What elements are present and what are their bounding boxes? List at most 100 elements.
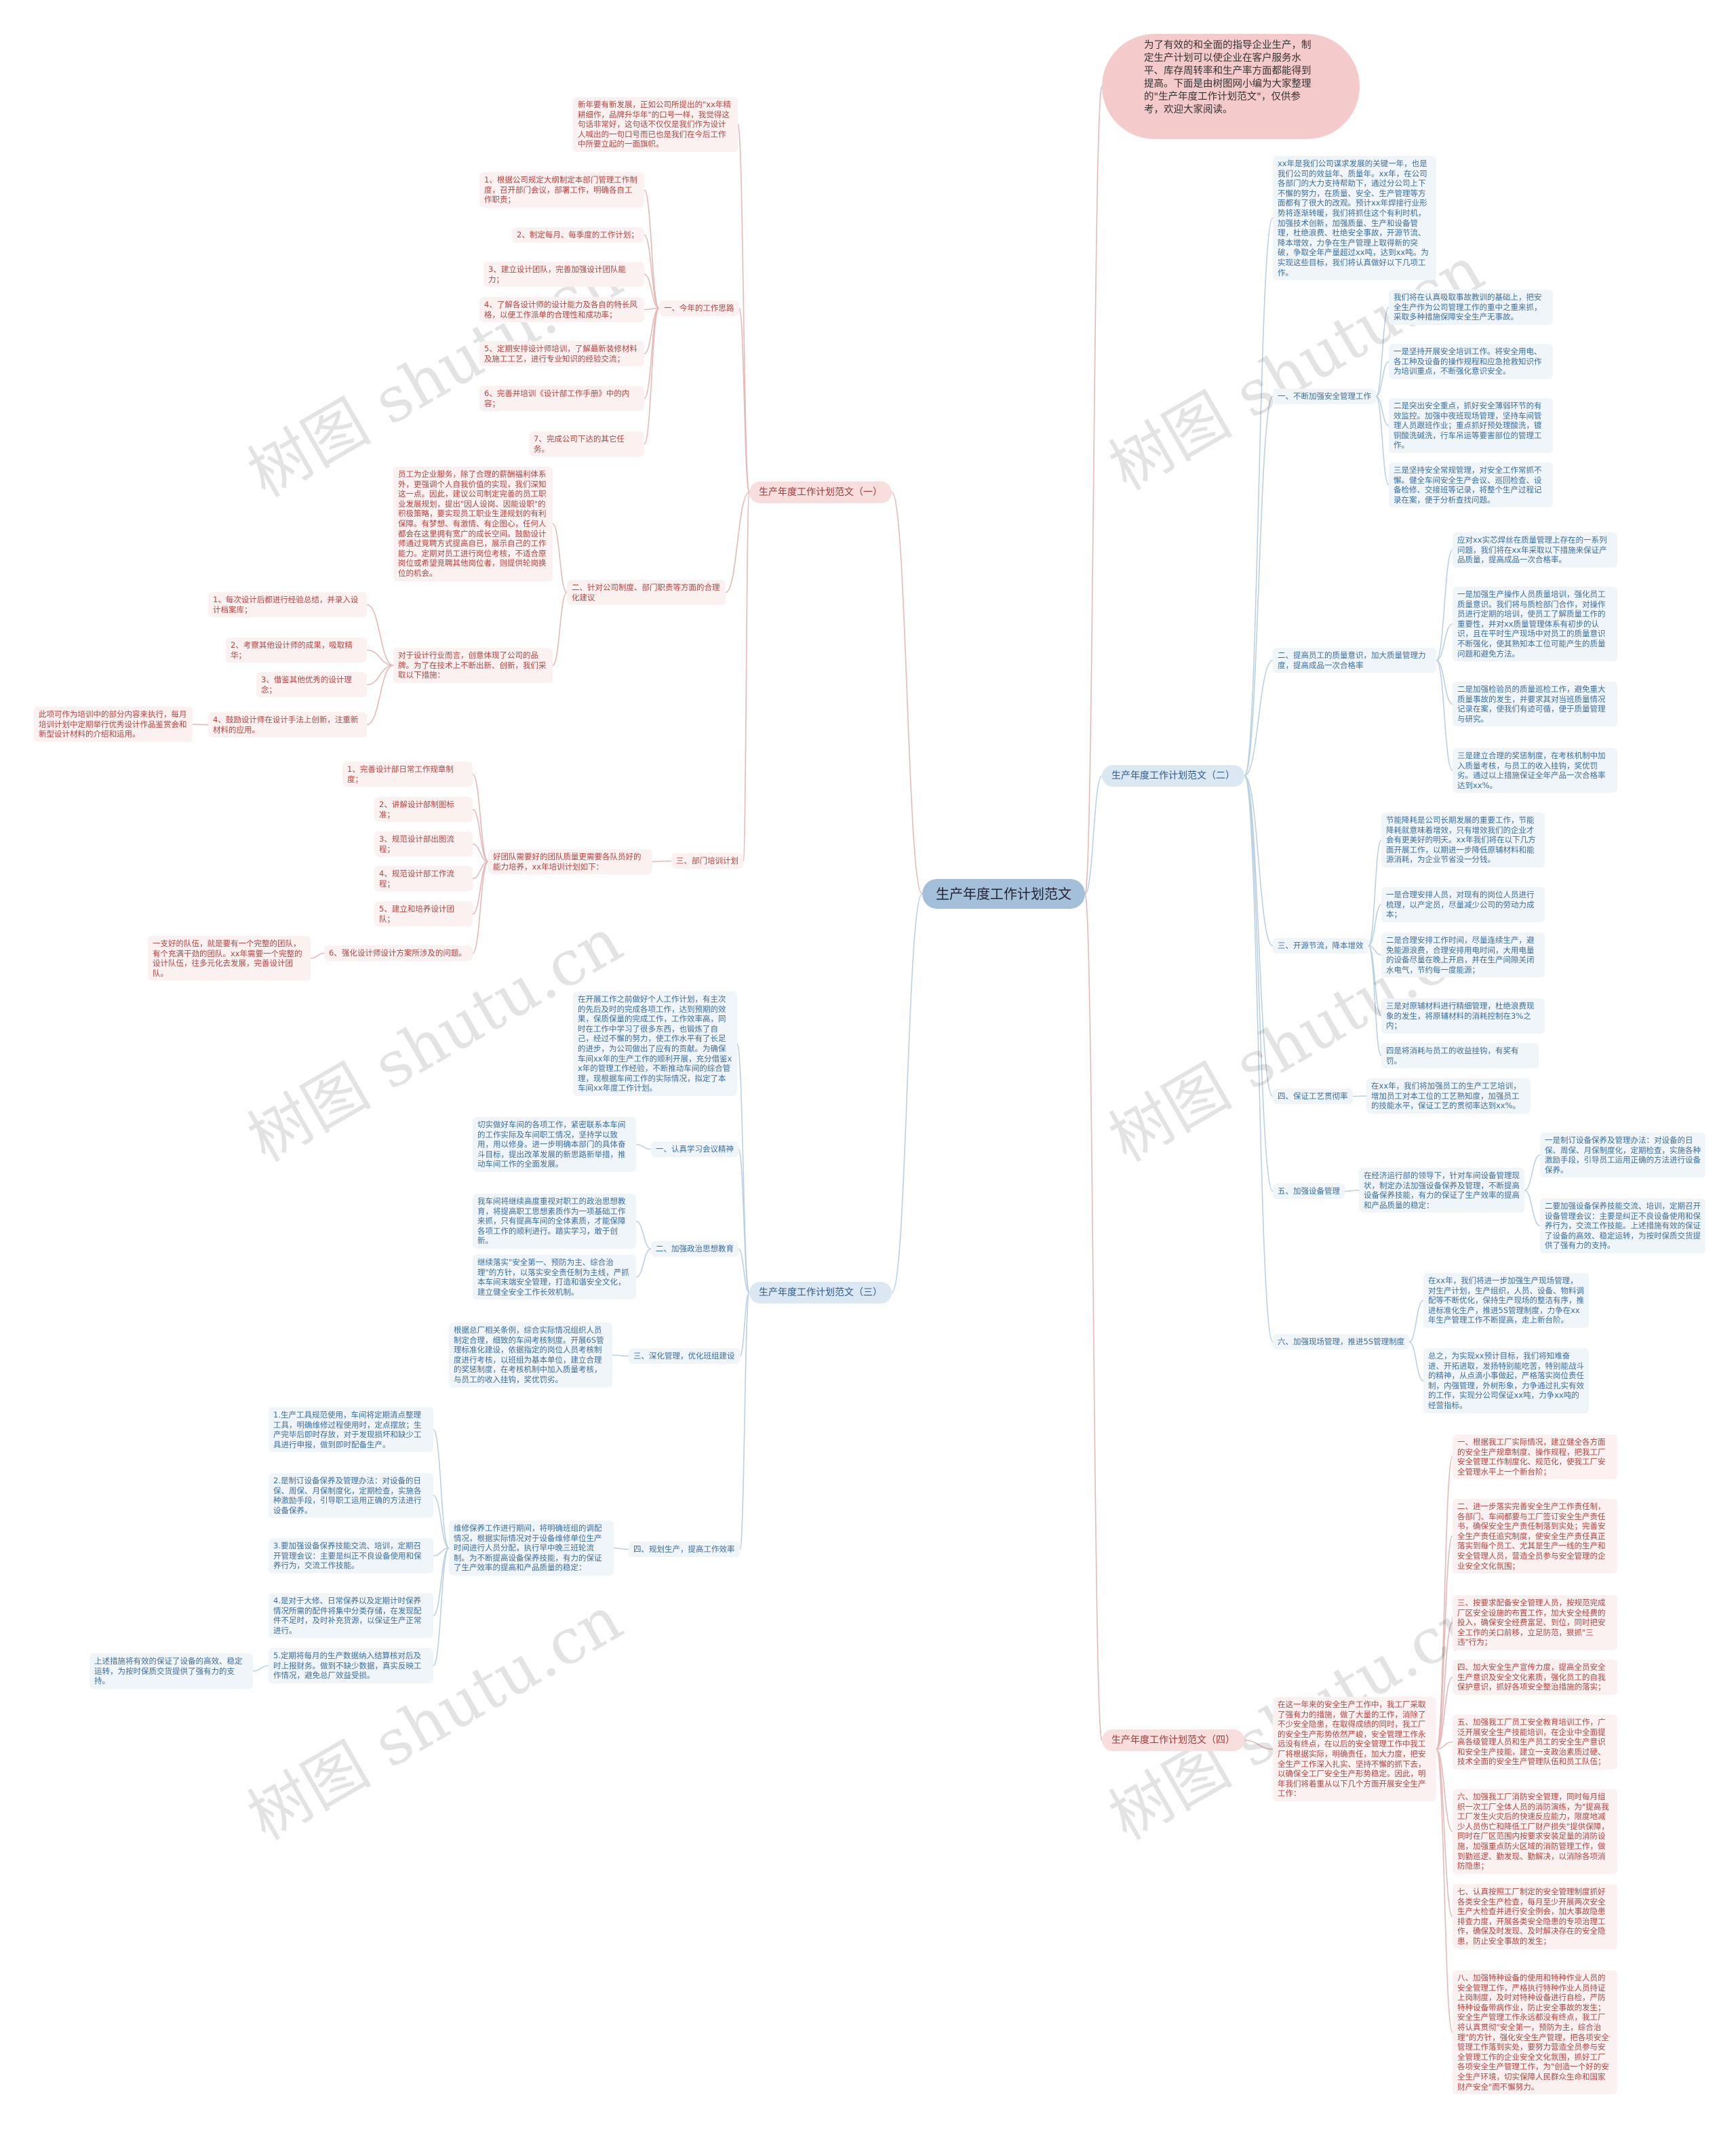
- paragraph[interactable]: 在经济运行部的领导下，针对车间设备管理现状，制定办法加强设备保养及管理，不断提高…: [1359, 1168, 1524, 1213]
- plan3-section-4[interactable]: 四、规划生产，提高工作效率: [629, 1542, 740, 1557]
- list-item[interactable]: 6、强化设计师设计方案所涉及的问题。: [324, 945, 473, 961]
- paragraph[interactable]: 根据总厂相关条例，综合实际情况组织人员制定合理，细致的车间考核制度。开展6S管理…: [449, 1323, 612, 1388]
- list-item[interactable]: 继续落实"安全第一、预防为主、综合治理"的方针，以落实安全责任制为主线，严抓本车…: [473, 1255, 636, 1300]
- list-item[interactable]: 二是加强检验员的质量巡检工作，避免重大质量事故的发生，并要求其对当班质量情况记录…: [1453, 682, 1617, 727]
- plan1-intro[interactable]: 新年要有新发展，正如公司所提出的"xx年精耕细作，品牌升华年"的口号一样，我觉得…: [573, 97, 738, 152]
- list-item[interactable]: 6、完善并培训《设计部工作手册》中的内容；: [479, 386, 644, 412]
- intro-bubble[interactable]: 为了有效的和全面的指导企业生产，制定生产计划可以使企业在客户服务水平、库存周转率…: [1102, 34, 1360, 139]
- list-item[interactable]: 4.是对于大修、日常保养以及定期计时保养情况所需的配件将集中分类存储，在发现配件…: [269, 1593, 433, 1639]
- connector-line: [652, 860, 672, 863]
- list-item[interactable]: 1.生产工具规范使用，车间将定期清点整理工具，明确维修过程使用时，定点摆放；生产…: [269, 1407, 433, 1453]
- note[interactable]: 此项可作为培训中的部分内容来执行，每月培训计划中定期举行优秀设计作品鉴赏会和新型…: [34, 707, 193, 742]
- list-item[interactable]: 一是加强生产操作人员质量培训，强化员工质量意识。我们将与质检部门合作，对操作员进…: [1453, 587, 1617, 662]
- list-item[interactable]: 八、加强特种设备的使用和特种作业人员的安全管理工作，严格执行特种作业人员持证上岗…: [1453, 1970, 1617, 2095]
- list-item[interactable]: 2.是制订设备保养及管理办法：对设备的日保、周保、月保制度化，定期检查，实施各种…: [269, 1473, 433, 1519]
- list-item[interactable]: 4、规范设计部工作流程；: [374, 866, 473, 892]
- connector-line: [366, 665, 394, 686]
- branch-plan-1[interactable]: 生产年度工作计划范文（一）: [749, 482, 892, 503]
- list-item[interactable]: 3.要加强设备保养技能交流、培训，定期召开管理会议：主要是纠正不良设备使用和保养…: [269, 1538, 433, 1573]
- list-item[interactable]: 2、讲解设计部制图标准；: [374, 797, 473, 823]
- list-item[interactable]: 2、制定每月、每季度的工作计划；: [512, 227, 644, 243]
- note[interactable]: 上述措施将有效的保证了设备的高效、稳定运转，为按时保质交货提供了强有力的支持。: [90, 1653, 253, 1689]
- note[interactable]: 一支好的队伍，就是要有一个完整的团队，有个充满干劲的团队。xx年需要一个完整的设…: [148, 936, 311, 981]
- connector-line: [552, 523, 568, 593]
- list-item[interactable]: 5、建立和培养设计团队；: [374, 901, 473, 927]
- list-item[interactable]: 在xx年，我们将进一步加强生产现场管理，对生产计划，生产组织，人员、设备、物料调…: [1423, 1273, 1589, 1328]
- paragraph[interactable]: 维修保养工作进行期间，将明确班组的调配情况，根据实际情况对于设备维修单位生产时间…: [449, 1521, 614, 1576]
- plan2-intro[interactable]: xx年是我们公司谋求发展的关键一年，也是我们公司的效益年、质量年。xx年，在公司…: [1273, 156, 1436, 281]
- list-item[interactable]: 1、完善设计部日常工作规章制度；: [342, 762, 473, 787]
- list-item[interactable]: 三是对原辅材料进行精细管理，杜绝浪费现象的发生，将原辅材料的消耗控制在3%之内；: [1381, 998, 1545, 1034]
- connector-line: [1368, 839, 1382, 947]
- branch-plan-4[interactable]: 生产年度工作计划范文（四）: [1102, 1729, 1244, 1751]
- plan2-section-4[interactable]: 四、保证工艺贯彻率: [1273, 1089, 1353, 1104]
- plan2-section-3[interactable]: 三、开源节流，降本增效: [1273, 938, 1368, 954]
- list-item[interactable]: 我车间将继续高度重视对职工的政治思想教育，将提高职工思想素质作为一项基础工作来抓…: [473, 1194, 636, 1249]
- list-item[interactable]: 一是制订设备保养及管理办法：对设备的日保、周保、月保制度化，定期检查，实施各种激…: [1540, 1133, 1705, 1178]
- plan3-section-3[interactable]: 三、深化管理，优化班组建设: [629, 1348, 740, 1364]
- list-item[interactable]: 3、建立设计团队，完善加强设计团队能力；: [484, 262, 644, 288]
- list-item[interactable]: 3、规范设计部出图流程；: [374, 831, 473, 857]
- plan1-section-3[interactable]: 三、部门培训计划: [671, 853, 743, 869]
- list-item[interactable]: 一、根据我工厂实际情况，建立健全各方面的安全生产规章制度、操作规程，把我工厂安全…: [1453, 1434, 1617, 1480]
- paragraph[interactable]: 切实做好车间的各项工作，紧密联系本车间的工作实际及车间职工情况，坚持学以致用，用…: [473, 1117, 636, 1172]
- paragraph[interactable]: 在xx年，我们将加强员工的生产工艺培训，增加员工对本工位的工艺熟知度，加强员工的…: [1366, 1078, 1531, 1114]
- connector-line: [472, 808, 489, 863]
- list-item[interactable]: 二是合理安排工作时间，尽量连续生产，避免能源浪费，合理安排用电时间，大用电量的设…: [1381, 933, 1545, 978]
- plan3-intro[interactable]: 在开展工作之前做好个人工作计划，有主次的先后及时的完成各项工作，达到预期的效果，…: [573, 992, 737, 1096]
- list-item[interactable]: 四是将消耗与员工的收益挂钩，有奖有罚。: [1381, 1043, 1539, 1069]
- plan4-intro[interactable]: 在这一年来的安全生产工作中，我工厂采取了强有力的措施，做了大量的工作，消除了不少…: [1273, 1697, 1436, 1801]
- plan2-section-1[interactable]: 一、不断加强安全管理工作: [1273, 389, 1376, 404]
- connector-line: [635, 1143, 652, 1150]
- list-item[interactable]: 2、考察其他设计师的成果，吸取精华；: [226, 638, 367, 663]
- list-item[interactable]: 7、完成公司下达的其它任务。: [529, 431, 644, 457]
- plan2-section-5[interactable]: 五、加强设备管理: [1273, 1183, 1345, 1199]
- list-item[interactable]: 1、每次设计后都进行经验总结，并录入设计档案库；: [208, 592, 367, 618]
- list-item[interactable]: 3、借鉴其他优秀的设计理念；: [256, 672, 367, 698]
- list-item[interactable]: 1、根据公司规定大纲制定本部门管理工作制度，召开部门会议，部署工作，明确各自工作…: [479, 172, 644, 208]
- list-item[interactable]: 5.定期将每月的生产数据纳入结算核对后及时上报财务。做到不缺少数据，真实反映工作…: [269, 1648, 433, 1683]
- connector-line: [1244, 659, 1274, 777]
- list-item[interactable]: 我们将在认真吸取事故教训的基础上，把安全生产作为公司管理工作的重中之重来抓，采取…: [1389, 290, 1553, 325]
- plan2-section-2[interactable]: 二、提高员工的质量意识，加大质量管理力度，提高成品一次合格率: [1273, 648, 1436, 673]
- list-item[interactable]: 三是建立合理的奖惩制度，在考核机制中加入质量考核，与员工的收入挂钩，奖优罚劣。通…: [1453, 748, 1617, 794]
- list-item[interactable]: 5、定期安排设计师培训，了解最新装修材料及施工工艺，进行专业知识的经验交流；: [479, 341, 644, 367]
- list-item[interactable]: 一是坚持开展安全培训工作。将安全用电、各工种及设备的操作规程和应急抢救知识作为培…: [1389, 344, 1553, 379]
- plan1-section-2[interactable]: 二、针对公司制度、部门职责等方面的合理化建议: [567, 580, 726, 606]
- plan1-section-1[interactable]: 一、今年的工作思路: [659, 300, 739, 316]
- list-item[interactable]: 二是突出安全重点，抓好安全薄弱环节的有效监控。加强中夜班现场管理，坚持车间管理人…: [1389, 398, 1553, 453]
- list-item[interactable]: 节能降耗是公司长期发展的重要工作，节能降耗就意味着增效，只有增效我们的企业才会有…: [1381, 813, 1545, 867]
- list-item[interactable]: 应对xx实芯焊丝在质量管理上存在的一系列问题，我们将在xx年采取以下措施来保证产…: [1453, 532, 1617, 568]
- connector-line: [644, 307, 660, 311]
- plan3-section-2[interactable]: 二、加强政治思想教育: [651, 1241, 738, 1257]
- plan3-section-1[interactable]: 一、认真学习会议精神: [651, 1141, 738, 1157]
- list-item[interactable]: 二要加强设备保养技能交流、培训，定期召开设备管理会议：主要是纠正不良设备使用和保…: [1540, 1198, 1705, 1253]
- connector-line: [366, 604, 394, 666]
- connector-line: [613, 1547, 629, 1550]
- list-item[interactable]: 二、进一步落实完善安全生产工作责任制，各部门、车间都要与工厂签订安全生产责任书，…: [1453, 1499, 1617, 1574]
- connector-line: [1436, 623, 1453, 661]
- list-item[interactable]: 四、加大安全生产宣传力度，提高全员安全生产意识及安全文化素质，强化员工的自我保护…: [1453, 1660, 1617, 1695]
- plan2-section-6[interactable]: 六、加强现场管理，推进5S管理制度: [1273, 1334, 1410, 1350]
- list-item[interactable]: 4、了解各设计师的设计能力及各自的特长风格，以便工作派单的合理性和成功率；: [479, 297, 644, 323]
- list-item[interactable]: 4、鼓励设计师在设计手法上创新，注重新材料的应用。: [208, 712, 367, 738]
- list-item[interactable]: 三是坚持安全常规管理，对安全工作常抓不懈。健全车间安全生产会议、巡回检查、设备检…: [1389, 463, 1553, 508]
- connector-line: [1436, 659, 1453, 705]
- connector-line: [1084, 85, 1103, 895]
- connector-line: [1436, 549, 1453, 661]
- list-item[interactable]: 三、按要求配备安全管理人员，按规范完成厂区安全设施的布置工作，加大安全经费的投入…: [1453, 1595, 1617, 1650]
- paragraph[interactable]: 对于设计行业而言，创意体现了公司的品牌。为了在技术上不断出新、创新，我们采取以下…: [393, 648, 553, 683]
- list-item[interactable]: 总之，为实现xx预计目标，我们将知难奋进、开拓进取，发扬特别能吃苦，特别能战斗的…: [1423, 1348, 1589, 1413]
- connector-line: [192, 724, 209, 726]
- branch-plan-3[interactable]: 生产年度工作计划范文（三）: [749, 1282, 892, 1304]
- list-item[interactable]: 一是合理安排人员，对现有的岗位人员进行梳理，以产定员，尽量减少公司的劳动力成本；: [1381, 887, 1545, 922]
- list-item[interactable]: 六、加强我工厂消防安全管理，同时每月组织一次工厂全体人员的消防演练，为"提高我工…: [1453, 1789, 1617, 1874]
- connector-line: [1436, 1456, 1453, 1750]
- branch-plan-2[interactable]: 生产年度工作计划范文（二）: [1102, 765, 1244, 787]
- root-topic[interactable]: 生产年度工作计划范文: [922, 879, 1085, 909]
- paragraph[interactable]: 好团队需要好的团队质量更需要各队员好的能力培养，xx年培训计划如下：: [488, 849, 652, 875]
- connector-line: [1244, 395, 1274, 777]
- paragraph[interactable]: 员工为企业服务，除了合理的薪酬福利体系外，更强调个人自我价值的实现，我们深知这一…: [393, 467, 553, 581]
- list-item[interactable]: 五、加强我工厂员工安全教育培训工作，广泛开展安全生产技能培训，在企业中全面提高各…: [1453, 1715, 1617, 1769]
- list-item[interactable]: 七、认真按照工厂制定的安全管理制度抓好各类安全生产检查，每月至少开展两次安全生产…: [1453, 1884, 1617, 1949]
